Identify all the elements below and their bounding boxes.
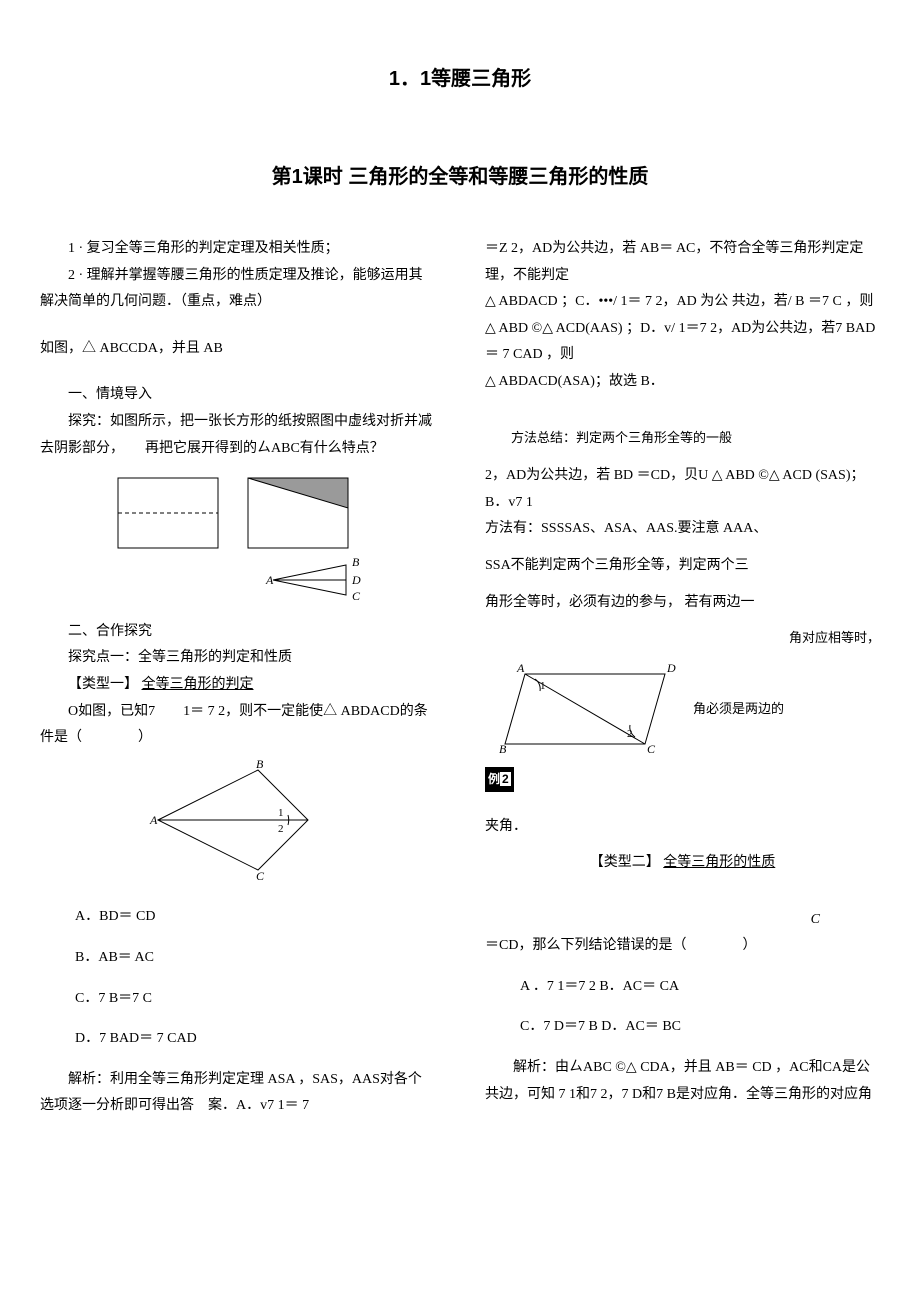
example-tag-text: 例 — [488, 772, 500, 786]
svg-text:A: A — [149, 813, 158, 827]
option-c: C．7 B＝7 C — [75, 986, 435, 1013]
kite-figure: A B C 1 2 — [40, 760, 435, 891]
type1-title: 全等三角形的判定 — [142, 677, 254, 692]
type-1: 【类型一】 全等三角形的判定 — [40, 672, 435, 699]
type2-title: 全等三角形的性质 — [663, 855, 775, 870]
example-tag: 例2 — [485, 767, 514, 792]
r9: 夹角． — [485, 814, 880, 841]
svg-text:D: D — [666, 661, 676, 675]
example-1-stem: O如图，已知7 1＝ 7 2，则不一定能使△ ABDACD的条件是（ ） — [40, 699, 435, 752]
r7: SSA不能判定两个三角形全等，判定两个三 — [485, 553, 880, 580]
analysis-2: 解析：由ㄙABC ©△ CDA，并且 AB＝ CD ，AC和CA是公共边，可知 … — [485, 1055, 880, 1108]
svg-text:C: C — [256, 869, 265, 880]
option-b: B．AB＝ AC — [75, 945, 435, 972]
rhombus-figure: A D B C 1 2 — [485, 659, 685, 759]
svg-text:C: C — [647, 742, 656, 756]
option2-cd: C．7 D＝7 B D．AC＝ BC — [520, 1014, 880, 1041]
svg-text:B: B — [499, 742, 507, 756]
option2-ab: A ．7 1＝7 2 B．AC＝ CA — [520, 974, 880, 1001]
analysis-1: 解析：利用全等三角形判定定理 ASA ，SAS，AAS对各个选项逐一分析即可得出… — [40, 1067, 435, 1120]
r6: 方法有：SSSSAS、ASA、AAS.要注意 AAA、 — [485, 516, 880, 543]
svg-text:2: 2 — [278, 823, 284, 835]
option-d: D．7 BAD＝ 7 CAD — [75, 1026, 435, 1053]
svg-text:A: A — [265, 573, 274, 587]
as-figure-line: 如图，△ ABCCDA，并且 AB — [40, 336, 435, 363]
two-column-layout: 1 · 复习全等三角形的判定定理及相关性质； 2 · 理解并掌握等腰三角形的性质… — [40, 236, 880, 1120]
r8: 角形全等时，必须有边的参与， 若有两边一 — [485, 590, 880, 617]
method-summary: 方法总结：判定两个三角形全等的一般 — [485, 426, 880, 451]
option-a: A．BD＝ CD — [75, 904, 435, 931]
svg-text:A: A — [516, 661, 525, 675]
rhombus-block: A D B C 1 2 角必须是两边的 — [485, 659, 880, 759]
section-1-header: 一、情境导入 — [40, 382, 435, 409]
r4: △ ABDACD(ASA)；故选 B． — [485, 369, 880, 396]
svg-text:B: B — [352, 555, 360, 569]
goal-1: 1 · 复习全等三角形的判定定理及相关性质； — [40, 236, 435, 263]
r1: ＝Z 2，AD为公共边，若 AB＝ AC，不符合全等三角形判定定理，不能判定 — [485, 236, 880, 289]
example-2-tag-line: 例2 — [485, 767, 880, 794]
type1-label: 【类型一】 — [68, 677, 138, 692]
svg-text:B: B — [256, 760, 264, 771]
angle-must-text: 角必须是两边的 — [693, 697, 880, 722]
angle-equal-text: 角对应相等时， — [485, 626, 880, 651]
main-title: 1．1等腰三角形 — [40, 60, 880, 98]
r10: ＝CD，那么下列结论错误的是（ ） — [485, 933, 880, 960]
topic-1: 探究点一：全等三角形的判定和性质 — [40, 645, 435, 672]
section-2-header: 二、合作探究 — [40, 619, 435, 646]
right-column: ＝Z 2，AD为公共边，若 AB＝ AC，不符合全等三角形判定定理，不能判定 △… — [485, 236, 880, 1120]
type-2: 【类型二】 全等三角形的性质 — [485, 850, 880, 877]
svg-text:C: C — [352, 589, 361, 600]
example-tag-num: 2 — [500, 772, 511, 786]
r5: 2，AD为公共边，若 BD ＝CD，贝U △ ABD ©△ ACD (SAS)；… — [485, 463, 880, 516]
svg-text:1: 1 — [540, 680, 546, 692]
goal-2: 2 · 理解并掌握等腰三角形的性质定理及推论，能够运用其解决简单的几何问题．（重… — [40, 263, 435, 316]
fold-figure: A B D C — [40, 470, 435, 611]
r3: △ ABD ©△ ACD(AAS) ；D．v/ 1＝7 2，AD为公共边，若7 … — [485, 316, 880, 369]
c-label: C — [485, 907, 880, 934]
r2: △ ABDACD ；C．•••/ 1＝ 7 2，AD 为公 共边，若/ B ＝7… — [485, 289, 880, 316]
type2-label: 【类型二】 — [590, 855, 660, 870]
explore-text: 探究：如图所示，把一张长方形的纸按照图中虚线对折并减去阴影部分， 再把它展开得到… — [40, 409, 435, 462]
svg-text:1: 1 — [278, 807, 284, 819]
svg-text:D: D — [351, 573, 361, 587]
left-column: 1 · 复习全等三角形的判定定理及相关性质； 2 · 理解并掌握等腰三角形的性质… — [40, 236, 435, 1120]
sub-title: 第1课时 三角形的全等和等腰三角形的性质 — [40, 158, 880, 196]
